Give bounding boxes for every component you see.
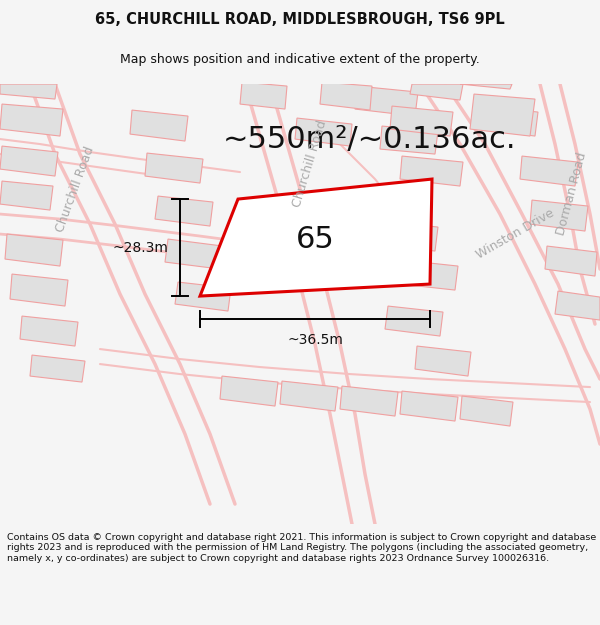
Polygon shape [470, 94, 535, 136]
Polygon shape [30, 355, 85, 382]
Text: ~36.5m: ~36.5m [287, 333, 343, 347]
Text: Churchill Road: Churchill Road [53, 144, 97, 234]
Text: Winston Drive: Winston Drive [474, 206, 556, 262]
Polygon shape [545, 246, 597, 276]
Polygon shape [10, 274, 68, 306]
Text: ~550m²/~0.136ac.: ~550m²/~0.136ac. [223, 124, 517, 154]
Polygon shape [400, 260, 458, 290]
Polygon shape [400, 156, 463, 186]
Text: Churchill Road: Churchill Road [290, 119, 329, 209]
Polygon shape [400, 391, 458, 421]
Polygon shape [5, 234, 63, 266]
Polygon shape [530, 200, 588, 231]
Polygon shape [0, 104, 63, 136]
Polygon shape [380, 126, 438, 154]
Polygon shape [200, 179, 432, 296]
Polygon shape [355, 86, 418, 116]
Polygon shape [240, 82, 287, 109]
Text: Contains OS data © Crown copyright and database right 2021. This information is : Contains OS data © Crown copyright and d… [7, 533, 596, 562]
Polygon shape [145, 153, 203, 183]
Polygon shape [295, 118, 352, 146]
Polygon shape [175, 282, 231, 311]
Polygon shape [410, 84, 463, 100]
Polygon shape [480, 106, 538, 136]
Polygon shape [385, 306, 443, 336]
Polygon shape [0, 84, 57, 99]
Polygon shape [165, 239, 223, 269]
Polygon shape [220, 376, 278, 406]
Polygon shape [555, 291, 600, 320]
Polygon shape [130, 110, 188, 141]
Polygon shape [155, 196, 213, 226]
Text: Map shows position and indicative extent of the property.: Map shows position and indicative extent… [120, 54, 480, 66]
Text: 65, CHURCHILL ROAD, MIDDLESBROUGH, TS6 9PL: 65, CHURCHILL ROAD, MIDDLESBROUGH, TS6 9… [95, 12, 505, 28]
Text: ~28.3m: ~28.3m [112, 241, 168, 254]
Polygon shape [460, 396, 513, 426]
Polygon shape [460, 84, 512, 89]
Text: Dorman Road: Dorman Road [554, 151, 589, 237]
Polygon shape [415, 346, 471, 376]
Polygon shape [320, 82, 372, 110]
Polygon shape [340, 386, 398, 416]
Polygon shape [280, 381, 338, 411]
Polygon shape [0, 146, 58, 176]
Polygon shape [520, 156, 578, 186]
Text: 65: 65 [296, 225, 334, 254]
Polygon shape [20, 316, 78, 346]
Polygon shape [0, 181, 53, 210]
Polygon shape [390, 106, 453, 136]
Polygon shape [380, 221, 438, 251]
